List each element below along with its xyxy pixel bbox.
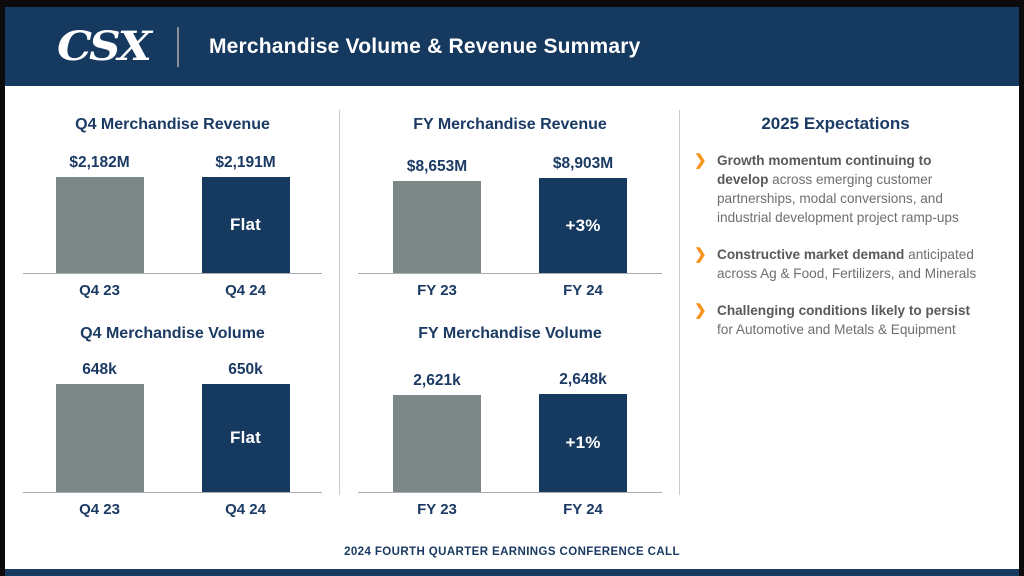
expectations-list: ❯ Growth momentum continuing to develop … — [694, 151, 977, 339]
chart-title: Q4 Merchandise Volume — [80, 325, 265, 342]
chevron-bullet-icon: ❯ — [694, 302, 707, 319]
bar-current-period: +3% — [539, 178, 627, 273]
bar-value-label: $2,191M — [215, 154, 276, 171]
expectations-title: 2025 Expectations — [761, 114, 910, 133]
column-q4-charts: Q4 Merchandise Revenue $2,182M $2,191M F… — [5, 86, 340, 535]
bar-group: 2,648k +1% — [539, 371, 627, 492]
bar-value-label: $2,182M — [69, 154, 130, 171]
bullet-rest: anticipated across Ag & Food, Fertilizer… — [717, 247, 977, 281]
list-item: ❯ Growth momentum continuing to develop … — [694, 151, 977, 227]
bar-group: $2,182M — [55, 154, 144, 273]
axis-label: FY 23 — [417, 282, 457, 299]
bullet-lead: Constructive market demand — [717, 247, 905, 262]
axis-label: Q4 24 — [225, 282, 266, 299]
bar-prior-period — [393, 181, 481, 273]
column-fy-charts: FY Merchandise Revenue $8,653M $8,903M +… — [340, 86, 680, 535]
axis-label: Q4 23 — [79, 282, 120, 299]
change-annotation: Flat — [229, 215, 262, 234]
chart-title: FY Merchandise Volume — [418, 325, 602, 342]
bullet-lead: Challenging conditions likely to persist — [717, 303, 971, 318]
change-annotation: Flat — [229, 428, 262, 447]
bar-value-label: 650k — [228, 361, 263, 378]
bar-current-period: Flat — [201, 177, 290, 273]
bullet-text: Challenging conditions likely to persist… — [717, 301, 977, 339]
bar-prior-period — [55, 177, 144, 273]
bar-group: $8,903M +3% — [539, 155, 627, 273]
footer: 2024 FOURTH QUARTER EARNINGS CONFERENCE … — [5, 535, 1019, 569]
change-annotation: +1% — [565, 433, 601, 452]
bullet-rest: for Automotive and Metals & Equipment — [717, 322, 956, 337]
bar-value-label: 2,648k — [559, 371, 607, 388]
column-expectations: 2025 Expectations ❯ Growth momentum cont… — [680, 86, 1019, 535]
axis-labels: FY 23 FY 24 — [340, 501, 680, 518]
axis-label: Q4 24 — [225, 501, 266, 518]
bar-group: 648k — [55, 361, 144, 492]
bar-group: 650k Flat — [201, 361, 290, 492]
bar-value-label: 648k — [82, 361, 117, 378]
chart-title: Q4 Merchandise Revenue — [75, 116, 270, 133]
chart-q4-revenue: Q4 Merchandise Revenue $2,182M $2,191M F… — [5, 116, 340, 299]
bar-group: 2,621k — [393, 372, 481, 492]
bar-area: $8,653M $8,903M +3% — [358, 144, 662, 274]
bullet-rest: across emerging customer partnerships, m… — [717, 172, 959, 225]
header-divider — [176, 26, 179, 67]
bullet-text: Growth momentum continuing to develop ac… — [717, 151, 977, 227]
content: Q4 Merchandise Revenue $2,182M $2,191M F… — [5, 86, 1019, 569]
axis-label: Q4 23 — [79, 501, 120, 518]
bar-area: 648k 650k Flat — [23, 353, 322, 493]
page-title: Merchandise Volume & Revenue Summary — [208, 34, 641, 58]
list-item: ❯ Challenging conditions likely to persi… — [694, 301, 977, 339]
bar-value-label: $8,653M — [406, 158, 468, 175]
bar-prior-period — [55, 384, 144, 492]
header-bar: CSX Merchandise Volume & Revenue Summary — [5, 7, 1019, 86]
chevron-bullet-icon: ❯ — [694, 246, 707, 263]
axis-label: FY 24 — [563, 501, 603, 518]
chart-columns: Q4 Merchandise Revenue $2,182M $2,191M F… — [5, 86, 1019, 535]
chart-fy-revenue: FY Merchandise Revenue $8,653M $8,903M +… — [340, 116, 680, 299]
bar-current-period: +1% — [539, 394, 627, 492]
bottom-accent-bar — [5, 569, 1019, 576]
bar-prior-period — [393, 395, 481, 492]
list-item: ❯ Constructive market demand anticipated… — [694, 245, 977, 283]
bar-value-label: 2,621k — [413, 372, 461, 389]
chart-fy-volume: FY Merchandise Volume 2,621k 2,648k +1% — [340, 325, 680, 518]
bar-area: 2,621k 2,648k +1% — [358, 353, 662, 493]
chart-title: FY Merchandise Revenue — [413, 116, 607, 133]
bar-value-label: $8,903M — [552, 155, 614, 172]
bar-current-period: Flat — [201, 384, 290, 492]
csx-logo: CSX — [57, 22, 152, 70]
axis-label: FY 24 — [563, 282, 603, 299]
bar-area: $2,182M $2,191M Flat — [23, 144, 322, 274]
change-annotation: +3% — [565, 215, 601, 235]
chevron-bullet-icon: ❯ — [694, 152, 707, 169]
axis-labels: Q4 23 Q4 24 — [5, 501, 340, 518]
axis-labels: Q4 23 Q4 24 — [5, 282, 340, 299]
chart-q4-volume: Q4 Merchandise Volume 648k 650k Flat — [5, 325, 340, 518]
bullet-text: Constructive market demand anticipated a… — [717, 245, 977, 283]
footer-text: 2024 FOURTH QUARTER EARNINGS CONFERENCE … — [344, 546, 680, 558]
axis-label: FY 23 — [417, 501, 457, 518]
axis-labels: FY 23 FY 24 — [340, 282, 680, 299]
bar-group: $8,653M — [393, 158, 481, 273]
bullet-lead: Growth momentum continuing to develop — [717, 153, 932, 187]
bar-group: $2,191M Flat — [201, 154, 290, 273]
